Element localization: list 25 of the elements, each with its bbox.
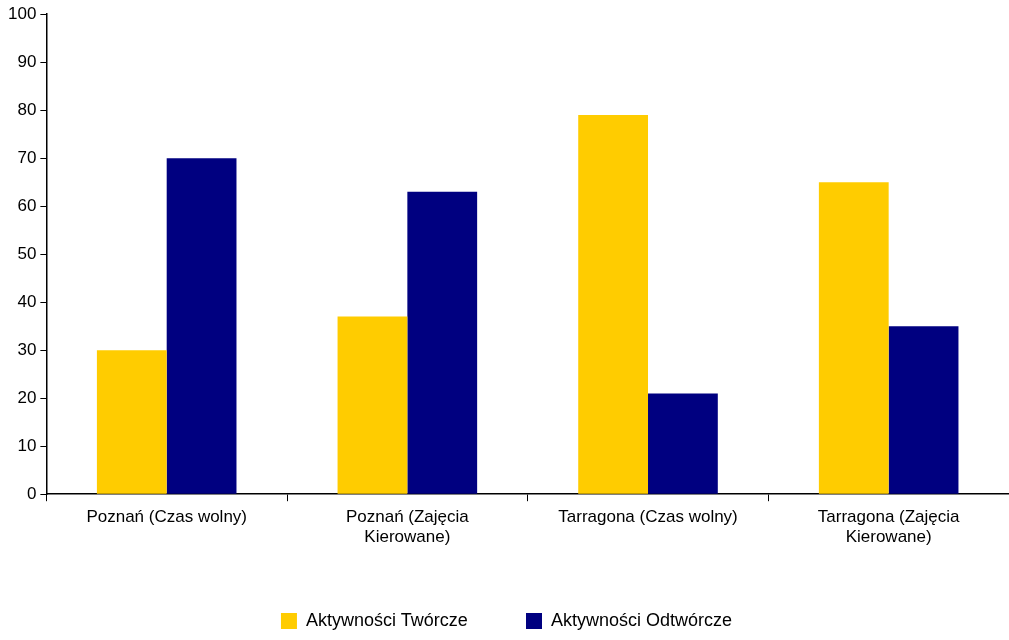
y-tick-label: 40: [17, 291, 37, 311]
y-tick-label: 80: [17, 99, 37, 119]
bar: [818, 182, 889, 494]
y-tick-label: 10: [17, 435, 37, 455]
x-tick-label: Tarragona (Zajęcia Kierowane): [817, 507, 961, 547]
bar: [96, 350, 167, 494]
bar: [888, 326, 959, 494]
legend-label: Aktywności Odtwórcze: [550, 609, 733, 630]
legend-label: Aktywności Twórcze: [305, 609, 468, 630]
y-tick-label: 30: [17, 339, 37, 359]
bar: [648, 393, 718, 494]
y-tick-label: 20: [17, 387, 37, 407]
bar: [407, 191, 478, 494]
bar: [578, 115, 649, 494]
y-tick-label: 50: [17, 243, 37, 263]
x-tick-label: Poznań (Czas wolny): [86, 507, 248, 527]
x-tick-label: Tarragona (Czas wolny): [558, 507, 738, 527]
y-tick-label: 100: [7, 3, 37, 23]
bar: [166, 158, 237, 494]
bar: [337, 316, 408, 494]
y-tick-label: 90: [17, 51, 37, 71]
y-tick-label: 70: [17, 147, 37, 167]
y-tick-label: 60: [17, 195, 37, 215]
x-tick-label: Poznań (Zajęcia Kierowane): [345, 507, 470, 547]
y-tick-label: 0: [26, 483, 37, 503]
